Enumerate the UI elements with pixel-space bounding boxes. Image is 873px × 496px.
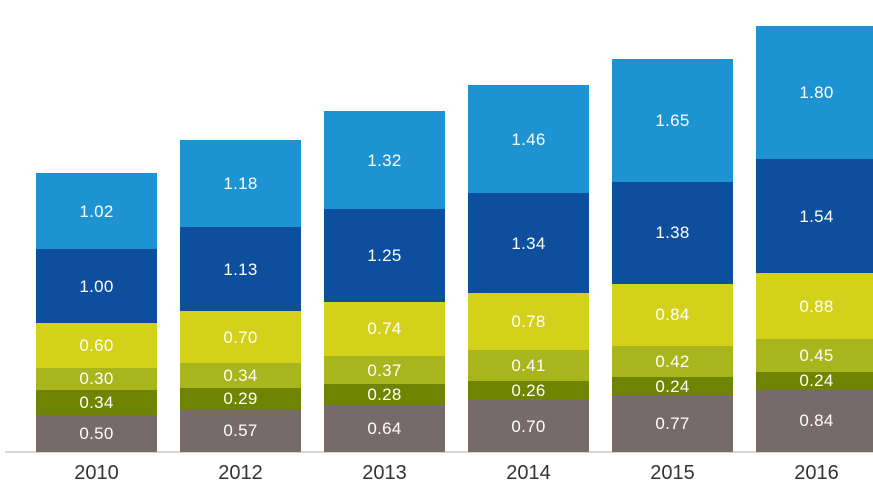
segment-value-label: 0.74: [367, 319, 402, 339]
bar-segment-gray: 0.70: [468, 400, 589, 452]
segment-value-label: 0.26: [511, 380, 546, 400]
segment-value-label: 0.34: [223, 366, 258, 386]
bar-segment-yellow-green: 0.60: [36, 323, 157, 368]
bar-segment-light-blue: 1.46: [468, 85, 589, 194]
bar-2015: 1.65 1.38 0.84 0.42 0.24 0.77: [612, 59, 733, 452]
segment-value-label: 1.38: [655, 223, 690, 243]
segment-value-label: 0.37: [367, 360, 402, 380]
segment-value-label: 0.42: [655, 352, 690, 372]
x-axis-line: [5, 451, 873, 453]
bar-segment-light-blue: 1.18: [180, 140, 301, 228]
bar-segment-dark-olive: 0.24: [612, 377, 733, 395]
bar-segment-dark-olive: 0.34: [36, 389, 157, 415]
segment-value-label: 0.78: [511, 312, 546, 332]
segment-value-label: 1.00: [79, 276, 114, 296]
segment-value-label: 0.88: [799, 296, 834, 316]
bar-segment-olive: 0.30: [36, 367, 157, 390]
bar-segment-dark-olive: 0.26: [468, 380, 589, 401]
segment-value-label: 1.80: [799, 83, 834, 103]
segment-value-label: 0.64: [367, 418, 402, 438]
bar-segment-dark-blue: 1.25: [324, 208, 445, 302]
segment-value-label: 0.45: [799, 345, 834, 365]
x-axis-label-2014: 2014: [506, 462, 551, 484]
segment-value-label: 0.84: [655, 305, 690, 325]
bar-segment-yellow-green: 0.84: [612, 283, 733, 347]
bar-segment-dark-blue: 1.13: [180, 227, 301, 312]
bar-segment-yellow-green: 0.78: [468, 292, 589, 351]
segment-value-label: 0.30: [79, 369, 114, 389]
segment-value-label: 0.84: [799, 411, 834, 431]
bar-segment-yellow-green: 0.74: [324, 301, 445, 357]
segment-value-label: 1.34: [511, 233, 546, 253]
segment-value-label: 0.28: [367, 384, 402, 404]
segment-value-label: 1.02: [79, 201, 114, 221]
bar-segment-dark-blue: 1.38: [612, 181, 733, 284]
segment-value-label: 1.32: [367, 150, 402, 170]
segment-value-label: 1.13: [223, 259, 258, 279]
segment-value-label: 0.24: [799, 371, 834, 391]
bar-segment-olive: 0.37: [324, 356, 445, 384]
bar-segment-gray: 0.84: [756, 389, 873, 452]
segment-value-label: 0.29: [223, 389, 258, 409]
bar-segment-yellow-green: 0.88: [756, 273, 873, 339]
segment-value-label: 0.70: [223, 327, 258, 347]
segment-value-label: 0.41: [511, 356, 546, 376]
x-axis-label-2013: 2013: [362, 462, 407, 484]
bar-segment-light-blue: 1.32: [324, 111, 445, 209]
bar-2016: 1.80 1.54 0.88 0.45 0.24 0.84: [756, 25, 873, 452]
x-axis-label-2010: 2010: [74, 462, 119, 484]
segment-value-label: 0.77: [655, 413, 690, 433]
bar-segment-light-blue: 1.65: [612, 59, 733, 182]
segment-value-label: 1.46: [511, 129, 546, 149]
bar-segment-dark-blue: 1.54: [756, 159, 873, 274]
segment-value-label: 0.60: [79, 335, 114, 355]
bar-segment-light-blue: 1.02: [36, 173, 157, 249]
bar-segment-olive: 0.34: [180, 363, 301, 389]
bar-segment-gray: 0.50: [36, 414, 157, 452]
bar-segment-gray: 0.64: [324, 404, 445, 452]
segment-value-label: 1.54: [799, 206, 834, 226]
segment-value-label: 1.18: [223, 174, 258, 194]
segment-value-label: 1.65: [655, 110, 690, 130]
segment-value-label: 1.25: [367, 245, 402, 265]
bar-segment-olive: 0.45: [756, 338, 873, 372]
bar-segment-dark-blue: 1.00: [36, 248, 157, 324]
bar-segment-dark-olive: 0.29: [180, 388, 301, 410]
segment-value-label: 0.34: [79, 392, 114, 412]
bar-2012: 1.18 1.13 0.70 0.34 0.29 0.57: [180, 140, 301, 452]
bar-segment-gray: 0.77: [612, 394, 733, 452]
x-axis-label-2012: 2012: [218, 462, 263, 484]
bar-segment-olive: 0.42: [612, 346, 733, 378]
x-axis-label-2016: 2016: [794, 462, 839, 484]
bar-segment-dark-olive: 0.24: [756, 371, 873, 391]
segment-value-label: 0.57: [223, 421, 258, 441]
bar-2010: 1.02 1.00 0.60 0.30 0.34 0.50: [36, 173, 157, 452]
bar-segment-yellow-green: 0.70: [180, 311, 301, 364]
bar-segment-light-blue: 1.80: [756, 25, 873, 160]
segment-value-label: 0.50: [79, 423, 114, 443]
bar-segment-dark-blue: 1.34: [468, 193, 589, 293]
bar-2013: 1.32 1.25 0.74 0.37 0.28 0.64: [324, 111, 445, 452]
bar-segment-gray: 0.57: [180, 409, 301, 452]
segment-value-label: 0.70: [511, 416, 546, 436]
x-axis-label-2015: 2015: [650, 462, 695, 484]
segment-value-label: 0.24: [655, 376, 690, 396]
bar-segment-olive: 0.41: [468, 350, 589, 381]
bar-segment-dark-olive: 0.28: [324, 383, 445, 405]
bar-2014: 1.46 1.34 0.78 0.41 0.26 0.70: [468, 85, 589, 452]
